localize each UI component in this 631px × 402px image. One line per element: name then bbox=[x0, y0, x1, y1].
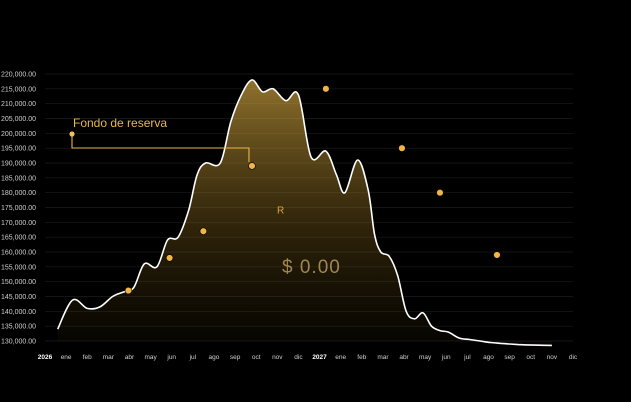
y-tick-label: 155,000.00 bbox=[1, 264, 36, 271]
x-tick-label: dic bbox=[569, 354, 578, 361]
y-tick-label: 185,000.00 bbox=[1, 175, 36, 182]
x-tick-label: may bbox=[144, 354, 157, 361]
x-tick-label: oct bbox=[526, 354, 535, 361]
x-tick-label: may bbox=[419, 354, 432, 361]
y-tick-label: 195,000.00 bbox=[1, 146, 36, 153]
annotation-label: Fondo de reserva bbox=[73, 116, 167, 130]
y-tick-label: 170,000.00 bbox=[1, 220, 36, 227]
y-tick-label: 205,000.00 bbox=[1, 116, 36, 123]
y-tick-label: 210,000.00 bbox=[1, 101, 36, 108]
x-tick-label: ene bbox=[61, 354, 72, 361]
x-tick-label: jun bbox=[441, 354, 451, 361]
y-tick-label: 145,000.00 bbox=[1, 294, 36, 301]
x-tick-label: mar bbox=[103, 354, 115, 361]
x-tick-label: sep bbox=[504, 354, 515, 361]
x-tick-label: nov bbox=[547, 354, 558, 361]
reference-line-label: R bbox=[277, 205, 284, 216]
x-axis: 2026 ene feb mar abr may jun jul ago sep oct nov dic… bbox=[38, 354, 578, 361]
value-display: $ 0.00 bbox=[282, 257, 341, 278]
y-tick-label: 160,000.00 bbox=[1, 250, 36, 257]
x-tick-label: 2026 bbox=[38, 354, 53, 361]
data-point-marker bbox=[493, 251, 501, 259]
y-tick-label: 130,000.00 bbox=[1, 339, 36, 346]
y-tick-label: 190,000.00 bbox=[1, 161, 36, 168]
y-tick-label: 150,000.00 bbox=[1, 279, 36, 286]
annotation: Fondo de reserva bbox=[69, 116, 250, 162]
data-point-marker bbox=[436, 188, 444, 197]
data-point-marker bbox=[124, 286, 133, 295]
data-point-marker bbox=[322, 85, 330, 93]
y-tick-label: 220,000.00 bbox=[1, 72, 36, 79]
annotation-anchor-dot bbox=[69, 131, 75, 137]
y-tick-label: 200,000.00 bbox=[1, 131, 36, 138]
data-markers bbox=[124, 85, 501, 295]
y-tick-label: 180,000.00 bbox=[1, 190, 36, 197]
x-tick-label: abr bbox=[125, 354, 135, 361]
x-tick-label: ene bbox=[335, 354, 346, 361]
annotation-leader-line bbox=[71, 134, 250, 162]
area-fill bbox=[57, 79, 552, 346]
data-point-marker bbox=[199, 227, 208, 235]
data-point-marker bbox=[165, 254, 174, 262]
x-tick-label: feb bbox=[357, 354, 366, 361]
x-tick-label: 2027 bbox=[312, 354, 327, 361]
x-tick-label: jul bbox=[463, 354, 471, 361]
y-tick-label: 135,000.00 bbox=[1, 324, 36, 331]
data-point-marker bbox=[398, 144, 406, 152]
x-tick-label: mar bbox=[377, 354, 389, 361]
y-axis: 220,000.00 215,000.00 210,000.00 205,000.00… bbox=[1, 72, 36, 346]
x-tick-label: jul bbox=[189, 354, 197, 361]
x-tick-label: oct bbox=[252, 354, 261, 361]
series-line bbox=[56, 79, 552, 347]
x-tick-label: jun bbox=[166, 354, 176, 361]
y-tick-label: 165,000.00 bbox=[1, 235, 36, 242]
x-tick-label: ago bbox=[483, 354, 494, 361]
x-tick-label: ago bbox=[209, 354, 220, 361]
x-tick-label: dic bbox=[294, 354, 303, 361]
y-tick-label: 175,000.00 bbox=[1, 205, 36, 212]
y-tick-label: 215,000.00 bbox=[1, 86, 36, 93]
y-tick-label: 140,000.00 bbox=[1, 309, 36, 316]
data-point-marker bbox=[248, 162, 256, 170]
x-tick-label: sep bbox=[230, 354, 241, 361]
x-tick-label: feb bbox=[83, 354, 92, 361]
x-tick-label: nov bbox=[272, 354, 283, 361]
x-tick-label: abr bbox=[399, 354, 409, 361]
reference-lines: R bbox=[45, 205, 445, 247]
